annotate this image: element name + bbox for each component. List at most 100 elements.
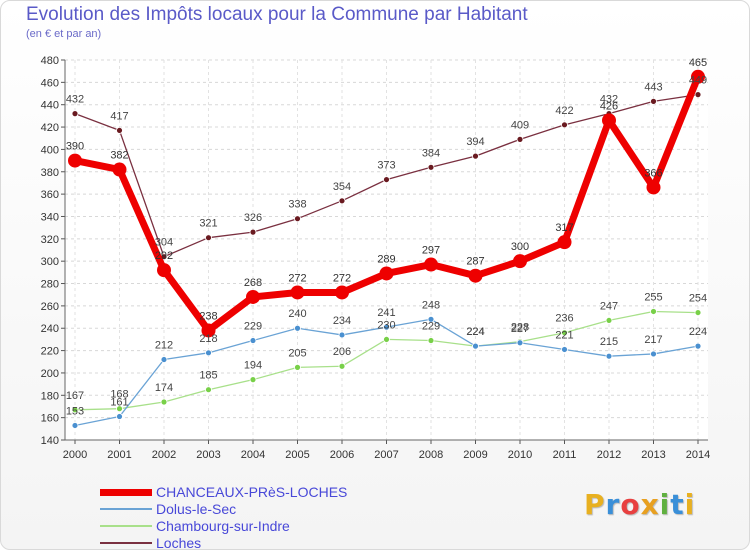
y-tick-label: 140 bbox=[41, 435, 59, 447]
data-label: 390 bbox=[66, 141, 84, 153]
data-point bbox=[290, 285, 305, 300]
y-tick-label: 220 bbox=[41, 346, 59, 358]
data-label: 217 bbox=[644, 334, 662, 346]
x-tick-label: 2011 bbox=[553, 449, 577, 461]
data-point bbox=[557, 235, 572, 250]
data-point bbox=[205, 349, 212, 357]
x-tick-label: 2012 bbox=[597, 449, 621, 461]
x-tick-label: 2010 bbox=[508, 449, 532, 461]
data-point bbox=[71, 406, 79, 414]
data-point bbox=[338, 197, 346, 205]
data-point bbox=[691, 69, 705, 84]
data-label: 422 bbox=[555, 105, 573, 117]
data-point bbox=[427, 315, 435, 323]
data-point bbox=[71, 110, 79, 118]
data-point bbox=[694, 91, 702, 99]
data-point bbox=[116, 127, 123, 134]
data-label: 238 bbox=[199, 310, 217, 322]
data-label: 224 bbox=[689, 326, 707, 338]
data-label: 236 bbox=[555, 313, 573, 325]
data-label: 272 bbox=[288, 272, 306, 284]
data-label: 254 bbox=[689, 293, 707, 305]
data-point bbox=[338, 331, 346, 339]
data-point bbox=[116, 413, 123, 420]
legend-swatch bbox=[100, 488, 152, 496]
data-point bbox=[605, 317, 613, 324]
x-tick-label: 2008 bbox=[419, 449, 443, 461]
data-label: 382 bbox=[110, 150, 128, 162]
data-label: 248 bbox=[422, 299, 440, 311]
y-tick-label: 160 bbox=[41, 413, 59, 425]
data-label: 417 bbox=[110, 110, 128, 122]
data-label: 300 bbox=[511, 241, 529, 253]
data-label: 167 bbox=[66, 390, 84, 402]
y-tick-label: 480 bbox=[41, 55, 59, 67]
data-point bbox=[561, 121, 568, 129]
data-label: 205 bbox=[288, 347, 306, 359]
data-point bbox=[561, 329, 568, 337]
data-label: 449 bbox=[689, 75, 707, 87]
x-tick-label: 2006 bbox=[330, 449, 354, 461]
logo-letter: i bbox=[684, 488, 696, 521]
x-tick-label: 2014 bbox=[686, 449, 710, 461]
data-label: 289 bbox=[377, 253, 395, 265]
data-point bbox=[424, 257, 438, 272]
y-tick-label: 400 bbox=[41, 144, 59, 156]
y-tick-label: 420 bbox=[41, 122, 59, 134]
data-point bbox=[650, 308, 657, 315]
data-label: 272 bbox=[333, 272, 351, 284]
legend-label: Loches bbox=[156, 535, 202, 551]
x-tick-label: 2005 bbox=[285, 449, 309, 461]
y-tick-label: 320 bbox=[41, 234, 59, 246]
y-tick-label: 360 bbox=[41, 189, 59, 201]
x-tick-label: 2002 bbox=[152, 449, 176, 461]
data-label: 255 bbox=[644, 291, 662, 303]
data-label: 168 bbox=[110, 389, 128, 401]
data-point bbox=[201, 323, 216, 338]
data-point bbox=[338, 362, 346, 370]
data-point bbox=[160, 356, 168, 363]
data-point bbox=[383, 323, 390, 331]
legend-swatch bbox=[100, 525, 152, 527]
data-label: 304 bbox=[155, 237, 173, 249]
data-point bbox=[646, 180, 661, 195]
data-label: 228 bbox=[511, 322, 529, 334]
data-label: 230 bbox=[377, 319, 395, 331]
legend-swatch bbox=[100, 508, 152, 510]
x-tick-label: 2001 bbox=[107, 449, 131, 461]
legend-label: Chambourg-sur-Indre bbox=[156, 518, 290, 534]
data-label: 206 bbox=[333, 346, 351, 358]
data-label: 373 bbox=[377, 160, 395, 172]
logo-letter: P bbox=[584, 488, 606, 521]
x-tick-label: 2000 bbox=[63, 449, 87, 461]
chart-subtitle: (en € et par an) bbox=[26, 28, 102, 40]
y-tick-label: 460 bbox=[41, 77, 59, 89]
data-label: 174 bbox=[155, 382, 173, 394]
legend-label: Dolus-le-Sec bbox=[156, 501, 237, 517]
data-point bbox=[561, 346, 568, 353]
data-label: 224 bbox=[466, 326, 484, 338]
logo-letter: t bbox=[670, 488, 685, 521]
data-point bbox=[468, 268, 483, 283]
data-point bbox=[249, 376, 257, 384]
data-point bbox=[427, 163, 435, 171]
data-point bbox=[249, 337, 257, 344]
data-point bbox=[294, 363, 301, 371]
data-label: 229 bbox=[244, 321, 262, 333]
data-point bbox=[513, 254, 527, 269]
proxiti-logo: Proxiti bbox=[584, 488, 695, 521]
data-label: 153 bbox=[66, 405, 84, 417]
data-point bbox=[294, 324, 301, 332]
x-tick-label: 2003 bbox=[196, 449, 220, 461]
x-tick-label: 2013 bbox=[641, 449, 665, 461]
data-label: 234 bbox=[333, 315, 351, 327]
data-point bbox=[160, 398, 168, 406]
data-label: 229 bbox=[422, 321, 440, 333]
data-label: 443 bbox=[644, 81, 662, 93]
data-label: 409 bbox=[511, 119, 529, 131]
y-tick-label: 300 bbox=[41, 256, 59, 268]
data-label: 338 bbox=[288, 199, 306, 211]
y-tick-label: 280 bbox=[41, 279, 59, 291]
y-tick-label: 200 bbox=[41, 368, 59, 380]
